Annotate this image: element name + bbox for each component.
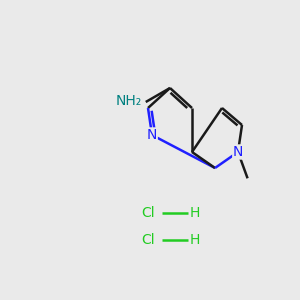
Text: N: N — [233, 145, 243, 159]
Text: Cl: Cl — [141, 206, 155, 220]
Text: H: H — [190, 233, 200, 247]
Text: NH₂: NH₂ — [116, 94, 142, 108]
Text: Cl: Cl — [141, 233, 155, 247]
Text: H: H — [190, 206, 200, 220]
Text: N: N — [147, 128, 157, 142]
